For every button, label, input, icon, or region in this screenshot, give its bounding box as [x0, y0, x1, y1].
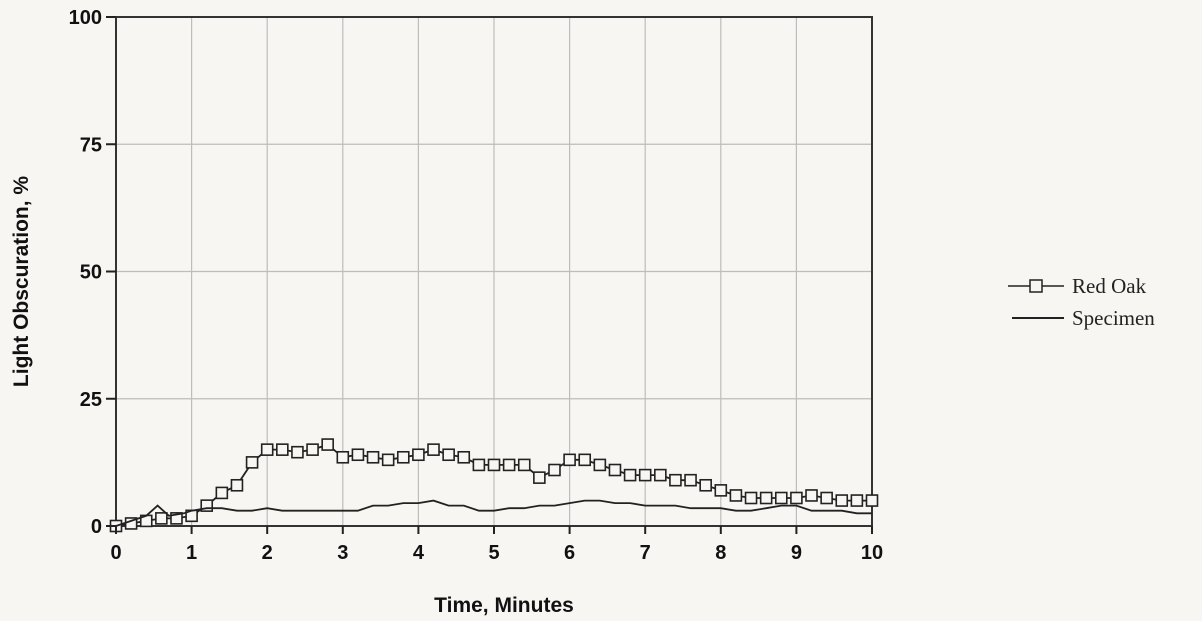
data-point-red-oak: [608, 463, 622, 477]
data-point-red-oak: [427, 443, 440, 456]
x-axis-title: Time, Minutes: [434, 594, 574, 617]
data-point-red-oak: [306, 443, 319, 456]
data-point-red-oak: [563, 453, 576, 467]
square-marker-icon: [1008, 279, 1064, 293]
legend-item-red-oak: Red Oak: [1006, 270, 1155, 302]
series-layer: [109, 438, 879, 533]
data-point-red-oak: [155, 512, 168, 525]
y-tick-label: 100: [69, 7, 102, 29]
data-point-red-oak: [548, 463, 561, 477]
data-point-red-oak: [412, 448, 425, 462]
y-tick-label: 0: [91, 516, 102, 538]
data-point-red-oak: [472, 458, 486, 472]
data-point-red-oak: [215, 486, 229, 500]
data-point-red-oak: [170, 512, 183, 525]
data-point-red-oak: [321, 438, 334, 451]
data-point-red-oak: [291, 445, 304, 459]
data-point-red-oak: [790, 491, 803, 505]
data-point-red-oak: [245, 456, 259, 469]
data-point-red-oak: [774, 491, 788, 505]
data-point-red-oak: [759, 491, 773, 505]
x-tick-label: 2: [262, 542, 273, 564]
data-point-red-oak: [729, 489, 743, 502]
legend-item-specimen: Specimen: [1006, 302, 1155, 334]
data-point-red-oak: [381, 453, 395, 467]
x-tick-label: 9: [791, 542, 802, 564]
data-point-red-oak: [351, 448, 365, 462]
y-axis-title: Light Obscuration, %: [10, 176, 33, 387]
y-tick-label: 25: [80, 389, 102, 411]
data-point-red-oak: [487, 458, 501, 472]
data-point-red-oak: [578, 453, 592, 467]
x-tick-label: 8: [715, 542, 726, 564]
x-tick-label: 7: [640, 542, 651, 564]
x-tick-label: 1: [186, 542, 197, 564]
legend-label-red-oak: Red Oak: [1072, 273, 1147, 298]
y-tick-label: 50: [80, 262, 102, 284]
x-tick-label: 0: [110, 542, 121, 564]
data-point-red-oak: [336, 450, 350, 464]
data-point-red-oak: [533, 471, 546, 484]
data-point-red-oak: [699, 478, 712, 492]
x-tick-label: 3: [337, 542, 348, 564]
data-point-red-oak: [623, 468, 637, 482]
data-point-red-oak: [850, 494, 864, 507]
data-point-red-oak: [684, 473, 697, 487]
legend: Red Oak Specimen: [1006, 270, 1155, 334]
data-point-red-oak: [517, 458, 531, 472]
data-point-red-oak: [502, 458, 516, 472]
grid: [115, 16, 873, 527]
series-line-specimen: [115, 499, 872, 527]
data-point-red-oak: [744, 491, 758, 505]
x-tick-label: 6: [564, 542, 575, 564]
data-point-red-oak: [366, 450, 380, 464]
data-point-red-oak: [805, 489, 818, 502]
data-point-red-oak: [457, 450, 471, 464]
data-point-red-oak: [820, 491, 833, 505]
data-point-red-oak: [654, 468, 667, 482]
data-point-red-oak: [200, 499, 214, 512]
data-point-red-oak: [230, 478, 244, 492]
data-point-red-oak: [593, 458, 607, 472]
data-point-red-oak: [714, 484, 728, 497]
y-tick-label: 75: [80, 134, 102, 156]
data-point-red-oak: [276, 443, 289, 456]
data-point-red-oak: [835, 494, 849, 507]
data-point-red-oak: [442, 448, 455, 462]
legend-label-specimen: Specimen: [1072, 305, 1155, 330]
data-point-red-oak: [260, 443, 274, 456]
data-point-red-oak: [669, 473, 682, 487]
x-tick-label: 4: [413, 542, 425, 564]
data-point-red-oak: [396, 450, 410, 464]
data-point-red-oak: [865, 494, 879, 507]
line-marker-icon: [1012, 317, 1064, 319]
data-point-red-oak: [638, 468, 652, 482]
x-tick-label: 5: [488, 542, 499, 564]
x-tick-label: 10: [861, 542, 883, 564]
